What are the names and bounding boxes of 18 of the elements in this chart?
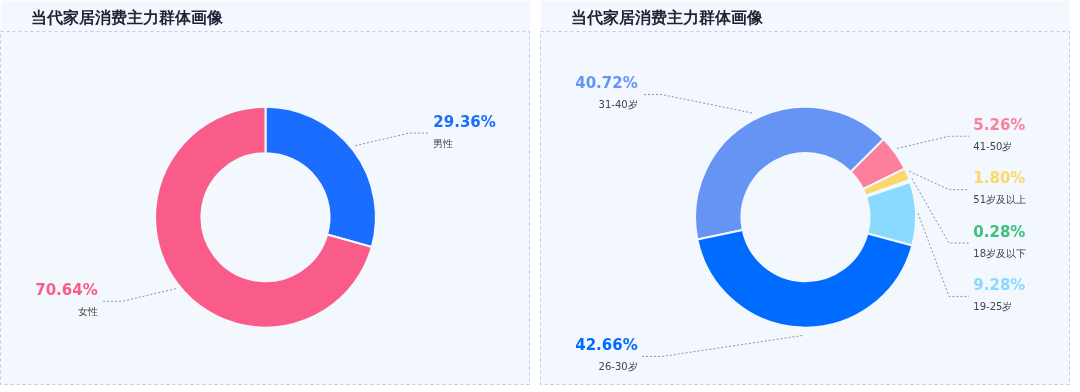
- chart-title: 当代家居消费主力群体画像: [570, 7, 764, 27]
- slice-label: 19-25岁: [973, 301, 1013, 313]
- data-label: 40.72%: [575, 74, 638, 93]
- data-label: 1.80%: [973, 169, 1026, 188]
- slice-label: 26-30岁: [598, 361, 638, 373]
- slice-label: 18岁及以下: [973, 247, 1027, 259]
- data-label: 5.26%: [973, 115, 1026, 134]
- slice-label: 41-50岁: [973, 140, 1013, 152]
- slice-label: 男性: [433, 137, 454, 149]
- slice-label: 51岁及以上: [973, 194, 1027, 206]
- data-label: 70.64%: [35, 281, 98, 299]
- data-label: 9.28%: [973, 276, 1026, 295]
- chart-title: 当代家居消费主力群体画像: [30, 7, 224, 27]
- data-label: 0.28%: [973, 222, 1026, 241]
- slice-label: 31-40岁: [598, 99, 638, 111]
- data-label: 42.66%: [575, 336, 638, 355]
- data-label: 29.36%: [433, 112, 496, 131]
- slice-label: 女性: [77, 305, 98, 317]
